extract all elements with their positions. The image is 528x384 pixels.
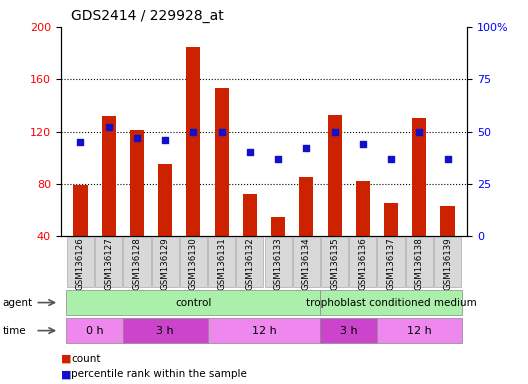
FancyBboxPatch shape (320, 290, 461, 315)
Text: GDS2414 / 229928_at: GDS2414 / 229928_at (71, 9, 224, 23)
Point (274, 156, 282, 162)
Text: GSM136128: GSM136128 (133, 238, 142, 290)
FancyBboxPatch shape (265, 237, 291, 287)
Bar (243, 194, 257, 236)
FancyBboxPatch shape (208, 237, 235, 287)
Text: GSM136136: GSM136136 (359, 238, 367, 290)
Text: GSM136135: GSM136135 (330, 238, 339, 290)
Bar (130, 130, 144, 236)
FancyBboxPatch shape (293, 237, 320, 287)
Bar (440, 206, 455, 236)
FancyBboxPatch shape (95, 237, 122, 287)
Point (415, 128, 423, 135)
Text: GSM136132: GSM136132 (246, 238, 254, 290)
Text: GSM136127: GSM136127 (104, 238, 113, 290)
Point (359, 141, 367, 147)
Text: GSM136133: GSM136133 (274, 238, 282, 290)
Text: GSM136139: GSM136139 (443, 238, 452, 290)
Text: GSM136134: GSM136134 (302, 238, 311, 290)
Point (105, 124, 113, 131)
FancyBboxPatch shape (321, 237, 348, 287)
Point (387, 156, 395, 162)
Point (246, 149, 254, 156)
FancyBboxPatch shape (349, 237, 376, 287)
Point (133, 135, 141, 141)
Text: 3 h: 3 h (156, 326, 174, 336)
Text: GSM136130: GSM136130 (189, 238, 198, 290)
FancyBboxPatch shape (208, 318, 320, 343)
Point (189, 128, 197, 135)
Text: 12 h: 12 h (407, 326, 432, 336)
Text: count: count (71, 354, 101, 364)
FancyBboxPatch shape (237, 237, 263, 287)
Point (331, 128, 339, 135)
Text: trophoblast conditioned medium: trophoblast conditioned medium (306, 298, 476, 308)
FancyBboxPatch shape (320, 318, 377, 343)
Bar (158, 164, 172, 236)
Text: control: control (175, 298, 212, 308)
Point (444, 156, 452, 162)
FancyBboxPatch shape (377, 318, 461, 343)
Text: ■: ■ (61, 354, 71, 364)
Point (218, 128, 226, 135)
Text: GSM136131: GSM136131 (217, 238, 226, 290)
FancyBboxPatch shape (180, 237, 207, 287)
FancyBboxPatch shape (152, 237, 179, 287)
Bar (384, 204, 398, 236)
FancyBboxPatch shape (123, 318, 208, 343)
Point (76, 139, 84, 145)
Text: GSM136129: GSM136129 (161, 238, 169, 290)
Text: 0 h: 0 h (86, 326, 103, 336)
Point (161, 137, 169, 143)
FancyBboxPatch shape (67, 290, 320, 315)
Bar (73, 185, 88, 236)
Bar (271, 217, 285, 236)
Text: time: time (3, 326, 26, 336)
Text: GSM136126: GSM136126 (76, 238, 85, 290)
Text: GSM136137: GSM136137 (386, 238, 395, 290)
FancyBboxPatch shape (124, 237, 150, 287)
Text: 12 h: 12 h (252, 326, 276, 336)
Bar (327, 114, 342, 236)
Text: percentile rank within the sample: percentile rank within the sample (71, 369, 247, 379)
FancyBboxPatch shape (406, 237, 433, 287)
Bar (299, 177, 314, 236)
FancyBboxPatch shape (378, 237, 404, 287)
Text: ■: ■ (61, 369, 71, 379)
Text: 3 h: 3 h (340, 326, 357, 336)
FancyBboxPatch shape (67, 318, 123, 343)
Bar (412, 118, 426, 236)
FancyBboxPatch shape (434, 237, 461, 287)
Text: GSM136138: GSM136138 (415, 238, 424, 290)
Bar (214, 88, 229, 236)
Bar (356, 181, 370, 236)
Text: agent: agent (3, 298, 33, 308)
Point (302, 145, 310, 151)
Bar (102, 116, 116, 236)
Bar (186, 46, 201, 236)
FancyBboxPatch shape (67, 237, 94, 287)
